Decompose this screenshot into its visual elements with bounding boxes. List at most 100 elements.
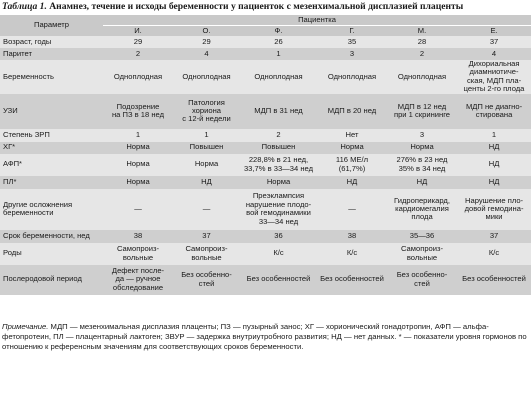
table-cell: 29 <box>103 36 173 48</box>
note-text: МДП — мезенхимальная дисплазия плаценты;… <box>2 322 527 351</box>
table-cell: Одноплодная <box>173 60 240 94</box>
table-cell: 3 <box>387 128 457 142</box>
table-cell: 228,8% в 21 нед, 33,7% в 33—34 нед <box>240 153 317 176</box>
table-cell: Одноплодная <box>317 60 387 94</box>
row-label: Роды <box>0 242 103 265</box>
patient-column-header: Е. <box>457 25 531 36</box>
table-cell: Одноплодная <box>387 60 457 94</box>
table-cell: 276% в 23 нед 35% в 34 нед <box>387 153 457 176</box>
table-number: Таблица 1. <box>2 1 47 12</box>
table-cell: 29 <box>173 36 240 48</box>
row-label: Степень ЗРП <box>0 128 103 142</box>
table-cell: Без особенно- стей <box>173 264 240 295</box>
table-cell: НД <box>317 175 387 189</box>
table-cell: — <box>173 188 240 230</box>
patient-column-header: М. <box>387 25 457 36</box>
table-cell: 1 <box>457 128 531 142</box>
table-cell: 37 <box>457 229 531 243</box>
table-cell: 4 <box>457 48 531 60</box>
table-cell: К/с <box>457 242 531 265</box>
patient-column-header: Г. <box>317 25 387 36</box>
table-cell: К/с <box>240 242 317 265</box>
table-cell: Дихориальная диамниотиче- ская, МДП пла-… <box>457 59 531 94</box>
row-label: ХГ* <box>0 141 103 154</box>
table-cell: Одноплодная <box>103 60 173 94</box>
row-label: Паритет <box>0 48 103 60</box>
table-cell: 2 <box>103 48 173 60</box>
table-cell: Норма <box>103 175 173 189</box>
row-label: Беременность <box>0 60 103 94</box>
patient-column-header: Ф. <box>240 25 317 36</box>
table-cell: Нет <box>317 128 387 142</box>
patient-column-header: И. <box>103 25 173 36</box>
table-cell: Без особенно- стей <box>387 264 457 295</box>
table-title: Анамнез, течение и исходы беременности у… <box>46 1 464 12</box>
table-cell: Самопроиз- вольные <box>173 242 240 265</box>
table-cell: Норма <box>240 175 317 189</box>
table-row: ХГ* Норма Повышен Повышен Норма Норма НД <box>0 141 531 154</box>
table-cell: Подозрение на ПЗ в 18 нед <box>103 93 173 129</box>
table-note: Примечание. МДП — мезенхимальная дисплаз… <box>2 322 529 352</box>
table-row: УЗИ Подозрение на ПЗ в 18 нед Патология хо… <box>0 93 531 129</box>
table-cell: Преэклампсия нарушение плодо- вой гемоди… <box>240 188 317 230</box>
row-label: Срок беременности, нед <box>0 229 103 243</box>
row-label: Возраст, годы <box>0 36 103 48</box>
table-cell: Гидроперикард, кардиомегалия плода <box>387 188 457 230</box>
table-caption: Таблица 1. Анамнез, течение и исходы бер… <box>2 1 529 12</box>
table-cell: 116 МЕ/л (61,7%) <box>317 153 387 176</box>
table-cell: — <box>103 188 173 230</box>
table-cell: 35—36 <box>387 229 457 243</box>
table-cell: 1 <box>103 128 173 142</box>
table-row: АФП* Норма Норма 228,8% в 21 нед, 33,7% в 3… <box>0 153 531 176</box>
table-cell: Норма <box>103 153 173 176</box>
table-cell: 35 <box>317 36 387 48</box>
patient-column-header: О. <box>173 25 240 36</box>
table-cell: 37 <box>173 229 240 243</box>
table-cell: — <box>317 188 387 230</box>
table-row: Послеродовой период Дефект после- да — ру… <box>0 264 531 295</box>
param-header: Параметр <box>0 15 103 36</box>
row-label: УЗИ <box>0 93 103 129</box>
row-label: ПЛ* <box>0 175 103 189</box>
table-cell: 38 <box>103 229 173 243</box>
table-cell: Норма <box>103 141 173 154</box>
table-cell: 2 <box>240 128 317 142</box>
pregnancy-table: Параметр Пациентка И. О. Ф. Г. М. Е. Возраст,… <box>0 15 531 295</box>
table-cell: НД <box>457 175 531 189</box>
table-cell: Без особенностей <box>240 264 317 295</box>
row-label: АФП* <box>0 153 103 176</box>
table-cell: Норма <box>317 141 387 154</box>
table-cell: Норма <box>387 141 457 154</box>
table-cell: Без особенностей <box>317 264 387 295</box>
table-cell: МДП в 20 нед <box>317 93 387 129</box>
table-row: Роды Самопроиз- вольные Самопроиз- вольные… <box>0 242 531 265</box>
table-cell: 28 <box>387 36 457 48</box>
row-label: Другие осложнения беременности <box>0 188 103 230</box>
table-cell: Самопроиз- вольные <box>387 242 457 265</box>
table-cell: Самопроиз- вольные <box>103 242 173 265</box>
table-cell: Без особенностей <box>457 264 531 295</box>
table-cell: 37 <box>457 36 531 48</box>
row-label: Послеродовой период <box>0 264 103 295</box>
table-cell: НД <box>457 141 531 154</box>
table-row: ПЛ* Норма НД Норма НД НД НД <box>0 175 531 189</box>
table-cell: Патология хориона с 12-й недели <box>173 93 240 129</box>
table-cell: НД <box>457 153 531 176</box>
table-cell: Нарушение пло- довой гемодина- мики <box>457 188 531 230</box>
table-cell: Одноплодная <box>240 60 317 94</box>
table-cell: 1 <box>240 48 317 60</box>
table-cell: Норма <box>173 153 240 176</box>
table-cell: 4 <box>173 48 240 60</box>
table-cell: 38 <box>317 229 387 243</box>
table-cell: Повышен <box>173 141 240 154</box>
note-label: Примечание. <box>2 322 49 331</box>
table-cell: 3 <box>317 48 387 60</box>
table-cell: НД <box>387 175 457 189</box>
table-row: Срок беременности, нед 38 37 36 38 35—36 37 <box>0 229 531 243</box>
table-cell: МДП в 12 нед при 1 скрининге <box>387 93 457 129</box>
table-row: Степень ЗРП 1 1 2 Нет 3 1 <box>0 128 531 142</box>
table-cell: 36 <box>240 229 317 243</box>
patient-header: Пациентка <box>103 15 531 26</box>
table-row: Возраст, годы 29 29 26 35 28 37 <box>0 36 531 48</box>
table-cell: МДП в 31 нед <box>240 93 317 129</box>
